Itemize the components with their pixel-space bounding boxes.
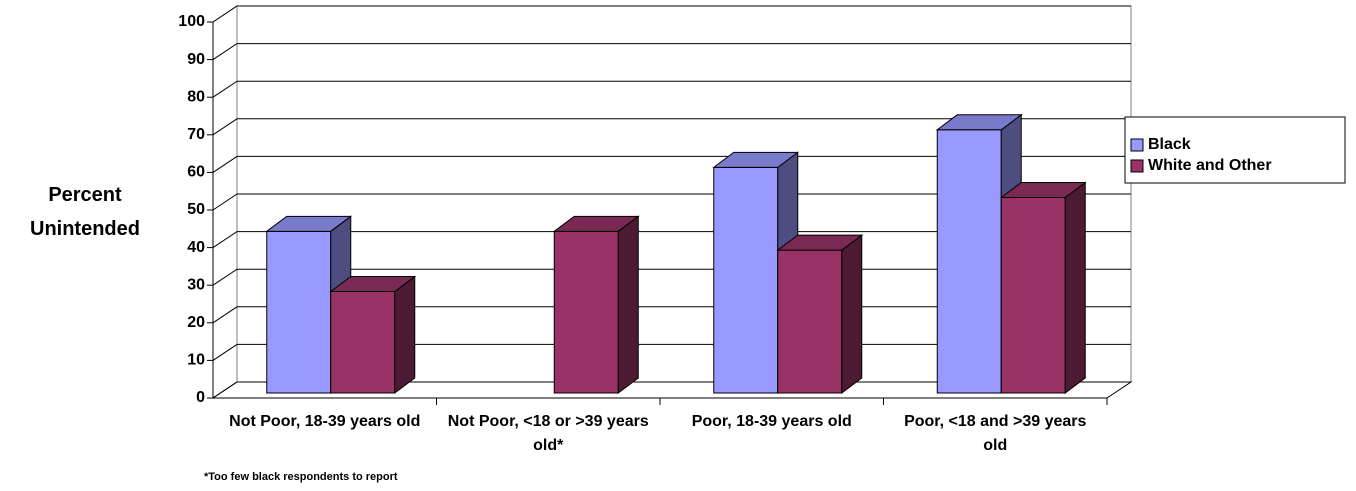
bar-side — [841, 234, 863, 394]
bar-side — [1064, 181, 1086, 394]
y-tick-label: 80 — [187, 88, 205, 105]
bar-front — [713, 166, 779, 394]
bar-front — [936, 129, 1002, 394]
x-tick-label: Poor, <18 and >39 years old — [904, 413, 1087, 454]
legend-swatch — [1130, 138, 1144, 152]
bar — [329, 275, 417, 394]
y-tick-label: 50 — [187, 201, 205, 218]
x-tick-label: Not Poor, 18-39 years old — [229, 413, 421, 430]
grid-line — [212, 43, 1131, 61]
y-tick-label: 20 — [187, 314, 205, 331]
bar-top — [712, 151, 800, 168]
bar-top — [999, 181, 1087, 198]
bar — [552, 215, 640, 394]
footnote: *Too few black respondents to report — [204, 471, 398, 483]
bar-front — [553, 230, 619, 394]
bar-front — [1000, 196, 1066, 394]
bar-side — [394, 275, 416, 394]
grid-line — [212, 193, 1131, 211]
bar-top — [329, 275, 417, 292]
bar-top — [552, 215, 640, 232]
grid-line — [212, 118, 1131, 136]
y-tick-label: 100 — [178, 13, 205, 30]
bar — [776, 234, 864, 394]
y-tick-label: 60 — [187, 164, 205, 181]
bar-front — [777, 249, 843, 394]
bar-side — [617, 215, 639, 394]
y-tick-label: 90 — [187, 51, 205, 68]
bar-top — [265, 215, 353, 232]
x-tick-label: Poor, 18-39 years old — [691, 413, 852, 430]
grid-line — [212, 5, 1131, 23]
y-tick-label: 40 — [187, 239, 205, 256]
grid-line — [212, 155, 1131, 173]
legend-swatch — [1130, 159, 1144, 173]
bar-top — [776, 234, 864, 251]
x-tick-label: Not Poor, <18 or >39 years old* — [447, 413, 649, 454]
legend-box — [1124, 116, 1346, 184]
y-tick-label: 30 — [187, 276, 205, 293]
bar-front — [266, 230, 332, 394]
bar-top — [935, 114, 1023, 131]
grid-line — [212, 80, 1131, 98]
y-tick-label: 0 — [196, 389, 205, 406]
bar — [999, 181, 1087, 394]
grid-line — [212, 231, 1131, 249]
legend-label: White and Other — [1148, 157, 1272, 174]
y-tick-label: 70 — [187, 126, 205, 143]
y-tick-label: 10 — [187, 352, 205, 369]
legend-label: Black — [1148, 136, 1191, 153]
bar-front — [330, 290, 396, 394]
y-axis-label: Percent Unintended — [30, 184, 140, 240]
